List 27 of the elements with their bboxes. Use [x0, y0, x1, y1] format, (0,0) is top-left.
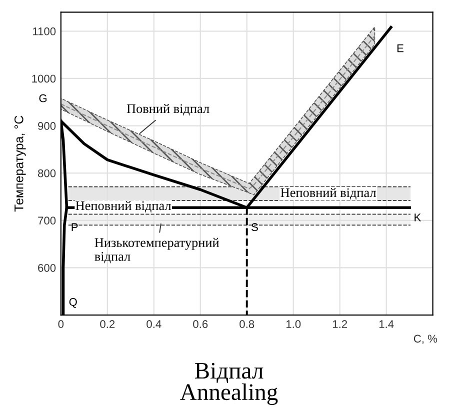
- text: Відпал Annealing: [180, 362, 278, 405]
- annotation: Неповний відпал: [76, 200, 171, 213]
- annotation: G: [39, 94, 47, 102]
- y-tick-label: 600: [38, 264, 56, 272]
- x-tick-label: 0.2: [100, 320, 115, 328]
- x-tick-label: 1.0: [286, 320, 301, 328]
- x-tick-label: 0.4: [146, 320, 162, 328]
- x-tick-label: 0.6: [193, 320, 208, 328]
- y-tick-label: 1100: [33, 27, 56, 36]
- annotation: P: [72, 223, 78, 231]
- y-tick-label: 800: [38, 169, 56, 178]
- annotation: K: [414, 214, 422, 222]
- annotation: Низькотемпературний відпал: [94, 238, 220, 264]
- annotation: S: [252, 223, 258, 232]
- y-tick-label: 700: [38, 216, 56, 225]
- x-axis-title: C, %: [414, 334, 438, 344]
- x-tick-label: 1.2: [332, 320, 347, 328]
- x-tick-label: 0: [58, 320, 64, 328]
- annotation: Повний відпал: [126, 104, 210, 116]
- x-tick-label: 0.8: [240, 320, 254, 328]
- annotation: Q: [69, 298, 77, 308]
- x-tick-label: 1.4: [379, 320, 394, 328]
- y-axis-title: Температура, °C: [14, 116, 26, 212]
- annotation: E: [397, 44, 404, 52]
- annotation: Неповний відпал: [280, 188, 376, 200]
- y-tick-label: 900: [38, 122, 56, 130]
- y-tick-label: 1000: [32, 74, 56, 83]
